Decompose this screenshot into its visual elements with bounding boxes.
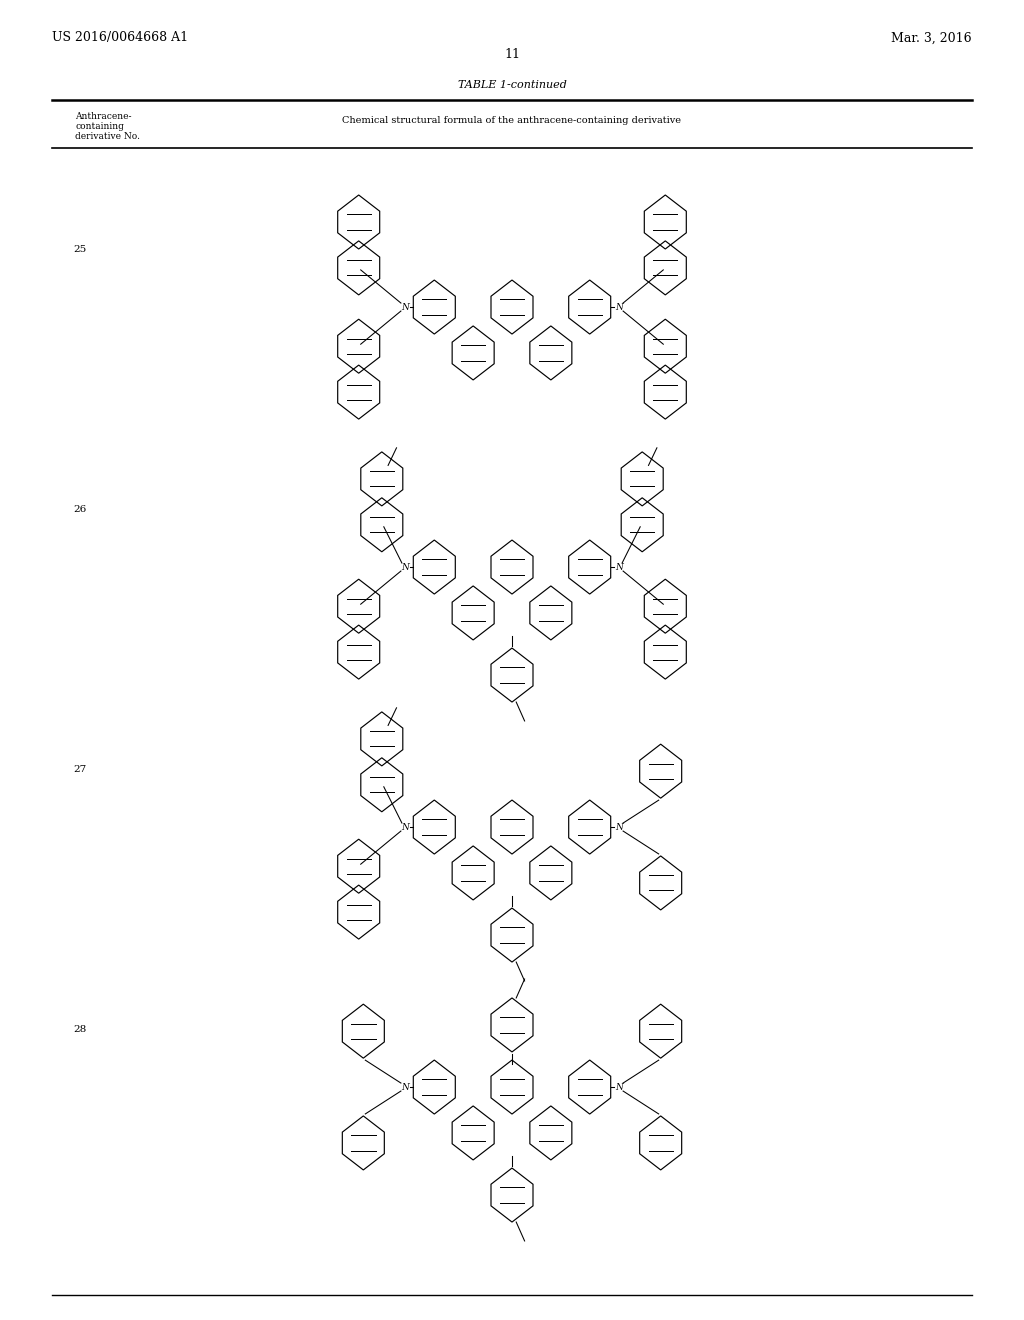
Text: Mar. 3, 2016: Mar. 3, 2016 <box>891 32 972 45</box>
Text: 25: 25 <box>74 246 87 255</box>
Text: N: N <box>615 562 623 572</box>
Text: Anthracene-: Anthracene- <box>75 112 131 121</box>
Text: containing: containing <box>75 121 124 131</box>
Text: N: N <box>615 1082 623 1092</box>
Text: N: N <box>401 1082 409 1092</box>
Text: 26: 26 <box>74 506 87 515</box>
Text: N: N <box>401 302 409 312</box>
Text: 11: 11 <box>504 49 520 62</box>
Text: 27: 27 <box>74 766 87 775</box>
Text: N: N <box>401 562 409 572</box>
Text: N: N <box>401 822 409 832</box>
Text: N: N <box>615 822 623 832</box>
Text: TABLE 1-continued: TABLE 1-continued <box>458 81 566 90</box>
Text: Chemical structural formula of the anthracene-containing derivative: Chemical structural formula of the anthr… <box>342 116 682 125</box>
Text: US 2016/0064668 A1: US 2016/0064668 A1 <box>52 32 188 45</box>
Text: derivative No.: derivative No. <box>75 132 140 141</box>
Text: N: N <box>615 302 623 312</box>
Text: 28: 28 <box>74 1026 87 1035</box>
